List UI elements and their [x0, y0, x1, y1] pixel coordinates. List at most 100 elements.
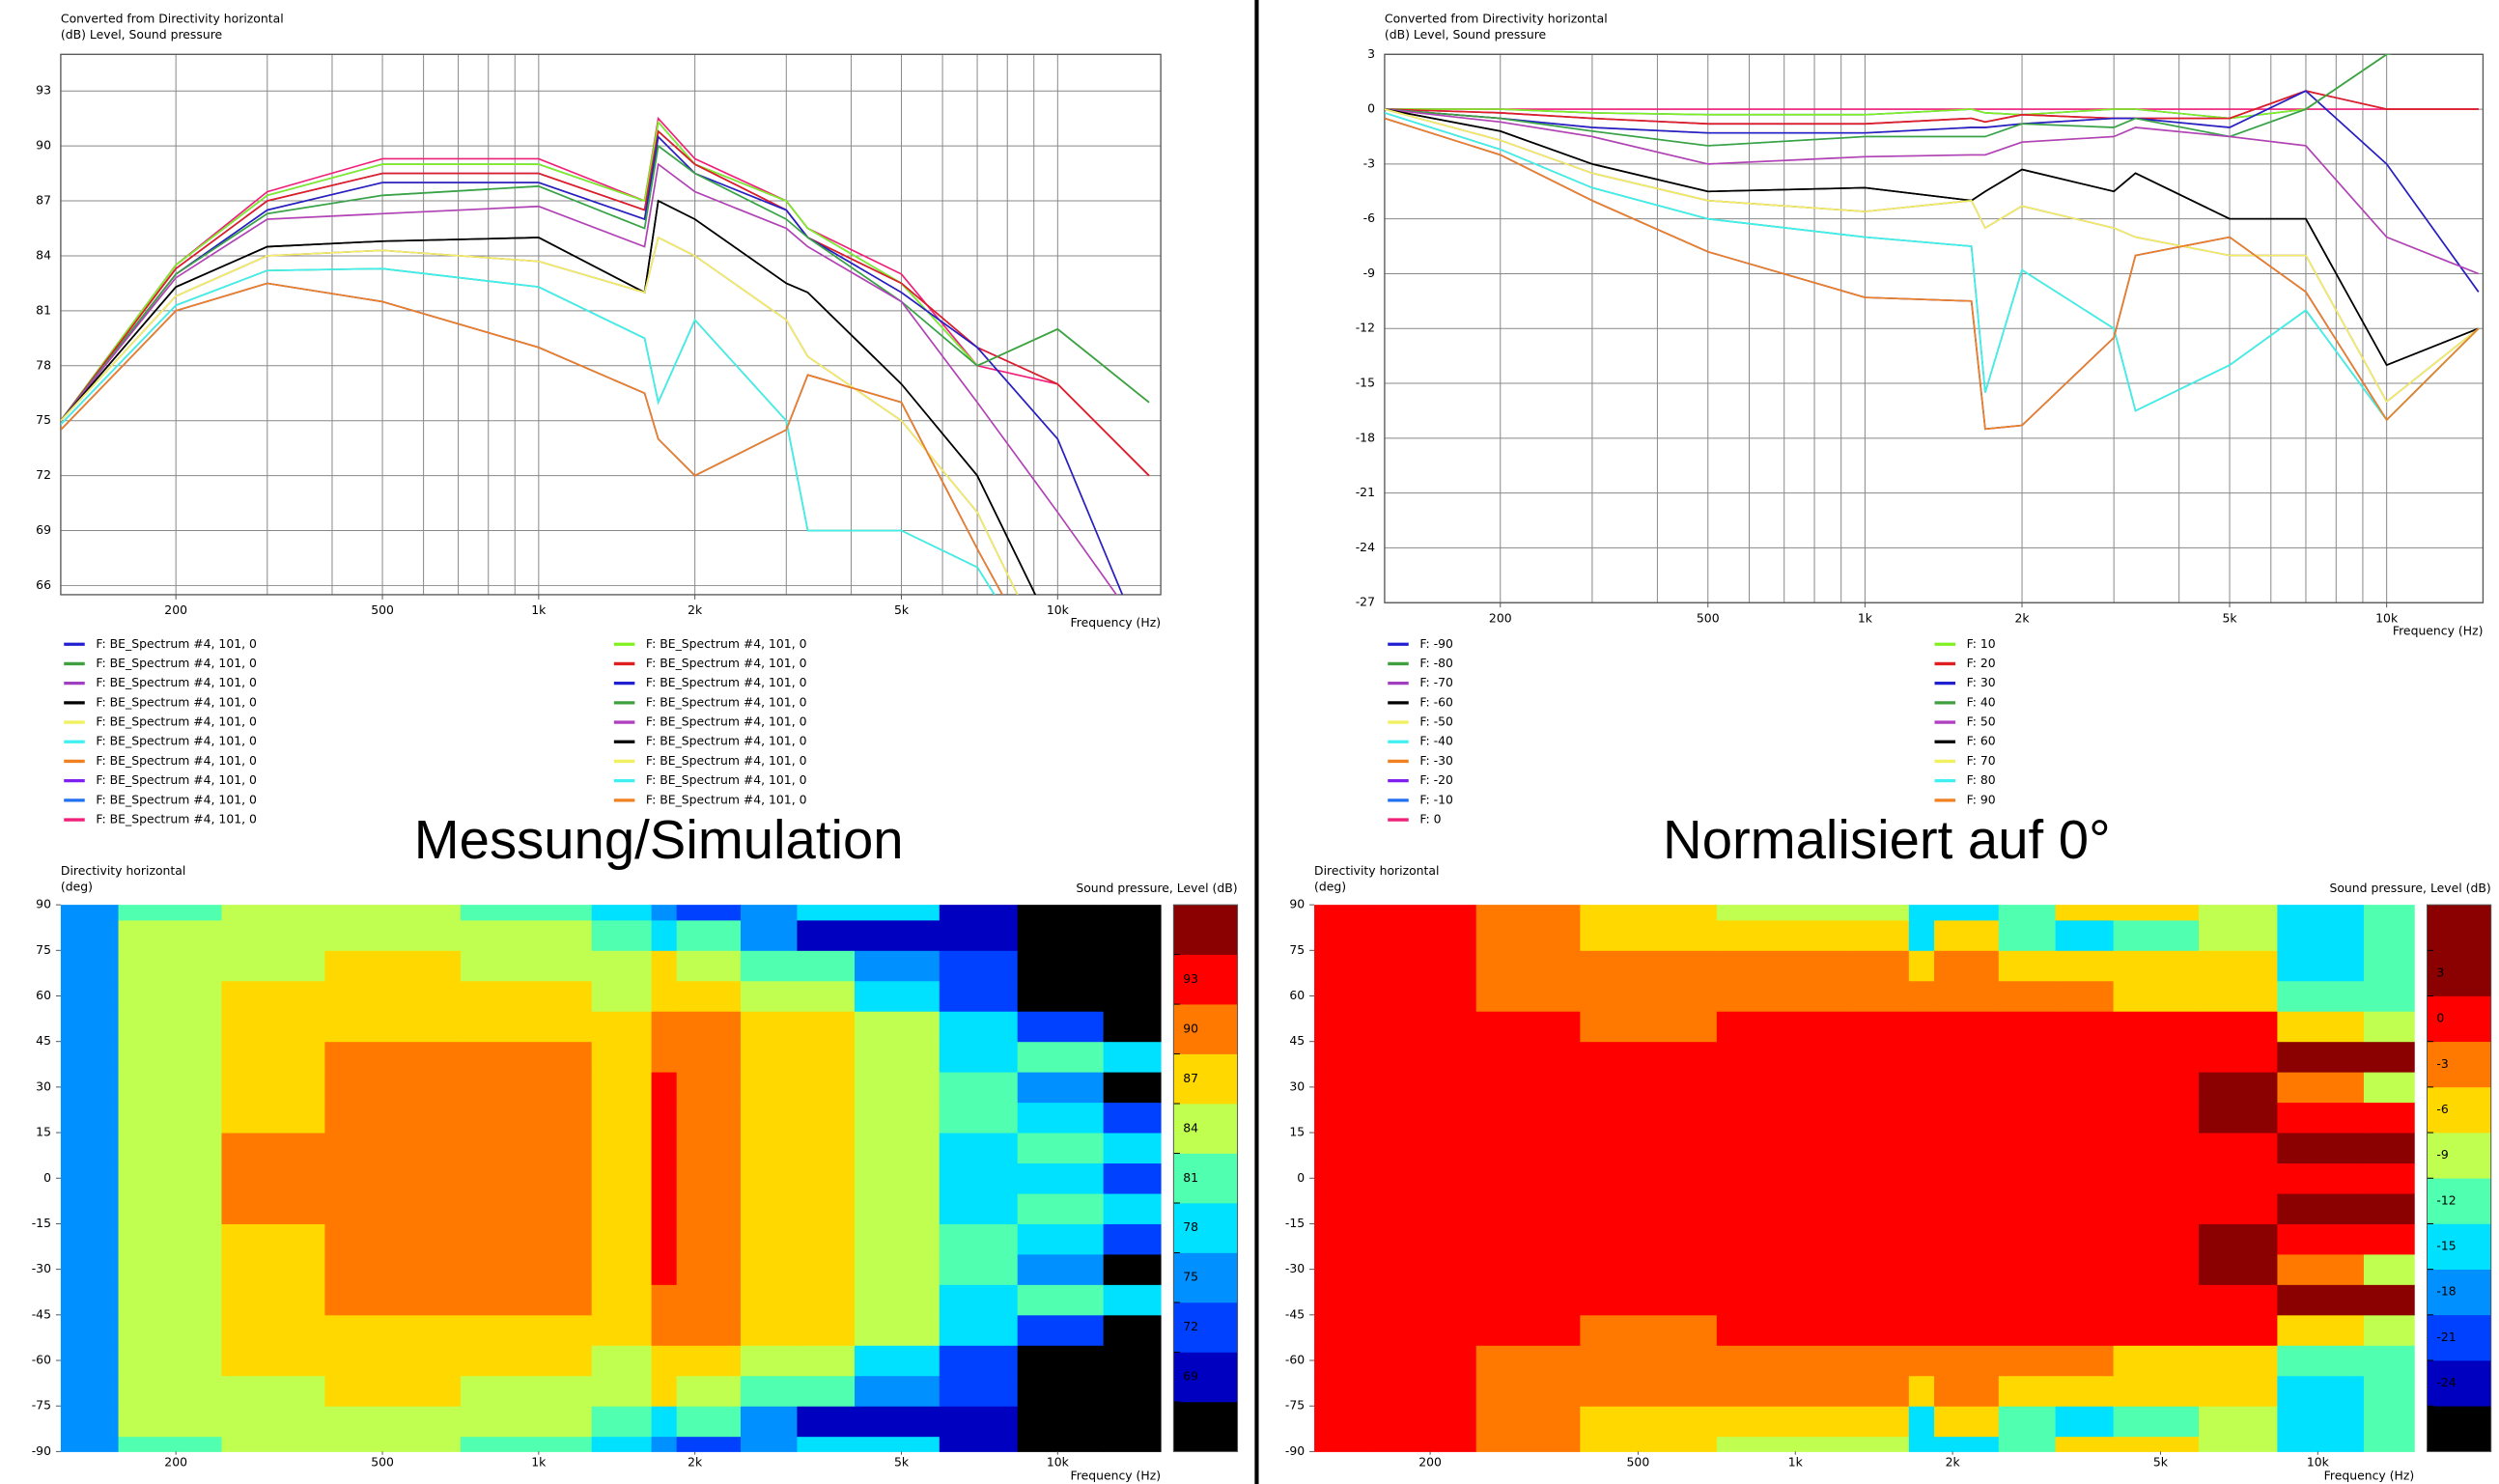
heat-cell	[1017, 1375, 1105, 1407]
heat-cell	[1475, 1133, 1581, 1164]
series-line	[60, 199, 1037, 595]
legend-label: F: BE_Spectrum #4, 101, 0	[646, 694, 807, 709]
heat-cell	[591, 980, 653, 1012]
heat-cell	[1372, 1284, 1477, 1316]
heat-cell	[855, 1162, 941, 1194]
heat-cell	[2198, 1133, 2278, 1164]
heat-cell	[1017, 1133, 1105, 1164]
heat-cell	[1314, 1284, 1373, 1316]
series-line	[1384, 54, 2391, 120]
legend-label: F: -20	[1419, 772, 1453, 787]
heat-cell	[1908, 1375, 1935, 1407]
heat-cell	[2113, 1192, 2200, 1224]
heat-cell	[855, 1253, 941, 1285]
heat-cell	[1475, 950, 1581, 982]
y-tick-label: -27	[1356, 595, 1375, 609]
heat-cell	[939, 1253, 1019, 1285]
heat-cell	[1103, 919, 1162, 951]
y-axis-label: (dB) Level, Sound pressure	[61, 27, 222, 42]
heat-cell	[221, 919, 325, 951]
heat-cell	[60, 1162, 120, 1194]
y-tick-label: 75	[36, 942, 51, 957]
heat-cell	[1934, 1406, 2000, 1438]
heat-cell	[460, 1133, 593, 1164]
heat-cell	[460, 1284, 593, 1316]
heat-cell	[2198, 1436, 2278, 1452]
heat-cell	[221, 1072, 325, 1104]
heat-cell	[676, 905, 742, 921]
x-tick-label: 10k	[1047, 1454, 1070, 1469]
heat-cell	[1372, 1345, 1477, 1377]
colorbar-band	[1173, 1302, 1238, 1353]
colorbar-band	[2427, 1223, 2491, 1270]
heat-cell	[797, 1192, 856, 1224]
heat-cell	[2113, 950, 2200, 982]
heat-cell	[591, 905, 653, 921]
heat-cell	[740, 1314, 798, 1346]
heat-cell	[1580, 1375, 1718, 1407]
heat-cell	[1848, 1102, 1910, 1134]
heat-cell	[1580, 919, 1718, 951]
y-tick-label: -9	[1363, 266, 1375, 280]
heat-cell	[2113, 1102, 2200, 1134]
heat-cell	[1908, 1406, 1935, 1438]
heat-cell	[1998, 1406, 2057, 1438]
heat-cell	[1103, 1406, 1162, 1438]
x-tick-label: 500	[1697, 610, 1720, 625]
heat-cell	[118, 1192, 222, 1224]
heat-cell	[1103, 1041, 1162, 1073]
heat-cell	[2198, 905, 2278, 921]
heat-cell	[591, 950, 653, 982]
series-line	[60, 116, 1150, 477]
heat-cell	[1934, 1284, 2000, 1316]
heat-cell	[60, 1041, 120, 1073]
heat-cell	[1848, 1192, 1910, 1224]
y-tick-label: -45	[1285, 1306, 1305, 1321]
heat-cell	[1580, 1253, 1718, 1285]
heat-cell	[797, 1133, 856, 1164]
heat-cell	[2055, 1223, 2115, 1255]
heat-cell	[460, 1345, 593, 1377]
y-tick-label: 3	[1367, 46, 1375, 61]
heat-cell	[2277, 905, 2365, 921]
colorbar-tick-label: 93	[1183, 971, 1198, 986]
heat-cell	[324, 980, 462, 1012]
heat-cell	[1017, 1436, 1105, 1452]
heat-cell	[591, 1284, 653, 1316]
legend-label: F: BE_Spectrum #4, 101, 0	[646, 792, 807, 806]
heat-cell	[939, 919, 1019, 951]
heat-cell	[2113, 1284, 2200, 1316]
heat-cell	[676, 1436, 742, 1452]
chart-title: Directivity horizontal	[61, 863, 185, 878]
heat-cell	[324, 919, 462, 951]
y-tick-label: -45	[32, 1306, 51, 1321]
heat-cell	[939, 1314, 1019, 1346]
x-tick-label: 10k	[2375, 610, 2399, 625]
heat-cell	[855, 980, 941, 1012]
heat-cell	[676, 1072, 742, 1104]
heat-cell	[676, 1375, 742, 1407]
legend-label: F: BE_Spectrum #4, 101, 0	[96, 636, 257, 651]
colorbar-frame	[1172, 904, 1239, 1452]
heat-cell	[1934, 980, 2000, 1012]
heat-cell	[460, 1102, 593, 1134]
y-tick-label: -90	[32, 1443, 51, 1458]
x-tick-label: 5k	[894, 602, 910, 617]
heat-cell	[1103, 1072, 1162, 1104]
heat-cell	[1372, 1011, 1477, 1043]
heat-cell	[2277, 1223, 2365, 1255]
heat-cell	[2363, 1223, 2415, 1255]
y-tick-label: 30	[1289, 1078, 1305, 1093]
y-tick-label: -6	[1363, 210, 1375, 225]
heat-cell	[1934, 1314, 2000, 1346]
series-line	[60, 129, 1150, 477]
heat-cell	[2113, 1314, 2200, 1346]
heat-cell	[1848, 1314, 1910, 1346]
heat-cell	[221, 1314, 325, 1346]
y-tick-label: 75	[1289, 942, 1305, 957]
heat-cell	[1716, 1223, 1849, 1255]
heat-cell	[118, 1436, 222, 1452]
heat-cell	[2363, 1253, 2415, 1285]
heat-cell	[1314, 1041, 1373, 1073]
heat-cell	[1716, 905, 1849, 921]
